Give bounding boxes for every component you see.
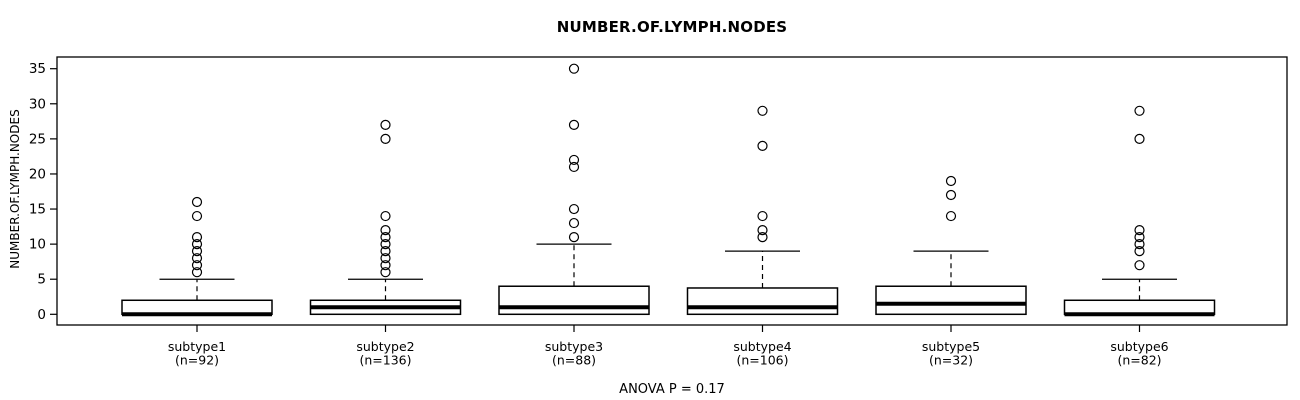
boxplot-group-subtype4: subtype4(n=106) (686, 105, 839, 368)
y-tick-label: 30 (29, 96, 46, 112)
outlier-point (1134, 224, 1145, 236)
outlier-point (380, 253, 391, 264)
boxplot-group-subtype5: subtype5(n=32) (875, 175, 1027, 368)
outlier-point (945, 175, 957, 187)
outlier-point (1134, 239, 1145, 250)
outlier-point (380, 267, 391, 278)
chart-title: NUMBER.OF.LYMPH.NODES (556, 18, 788, 36)
x-sublabel: (n=82) (1117, 353, 1161, 368)
outlier-point (945, 189, 957, 201)
outlier-point (191, 196, 203, 208)
outlier-point (568, 232, 580, 243)
outlier-point (380, 246, 391, 257)
y-tick-label: 10 (29, 237, 46, 253)
boxplot-group-subtype1: subtype1(n=92) (121, 196, 273, 368)
outlier-point (757, 105, 768, 116)
x-sublabel: (n=32) (929, 353, 973, 368)
y-tick-label: 15 (29, 202, 46, 218)
outlier-point (757, 210, 768, 222)
x-label: subtype4 (733, 339, 791, 354)
outlier-point (757, 140, 768, 151)
outlier-point (380, 260, 391, 271)
plot-frame (56, 56, 1288, 326)
outlier-point (191, 239, 203, 250)
iqr-box (686, 287, 839, 316)
outlier-point (191, 267, 203, 278)
boxplot-group-subtype3: subtype3(n=88) (498, 63, 650, 368)
outlier-point (191, 253, 203, 264)
x-sublabel: (n=106) (736, 353, 788, 368)
outlier-point (757, 232, 768, 243)
outlier-point (757, 224, 768, 236)
x-label: subtype3 (545, 339, 603, 354)
boxplot-group-subtype2: subtype2(n=136) (309, 119, 462, 368)
y-tick-label: 25 (29, 131, 46, 147)
outlier-point (1134, 133, 1145, 144)
y-tick-label: 35 (29, 61, 46, 77)
outlier-point (191, 232, 203, 243)
anova-annotation: ANOVA P = 0.17 (619, 382, 725, 397)
y-tick-label: 5 (37, 272, 46, 288)
x-label: subtype5 (922, 339, 980, 354)
outlier-point (380, 239, 391, 250)
x-sublabel: (n=92) (175, 353, 219, 368)
outlier-point (380, 210, 391, 222)
iqr-box (498, 285, 650, 316)
outlier-point (380, 119, 391, 130)
outlier-point (568, 217, 580, 229)
iqr-box (121, 299, 273, 316)
outlier-point (1134, 105, 1145, 116)
outlier-point (568, 161, 580, 173)
outlier-point (568, 154, 580, 166)
outlier-point (1134, 246, 1145, 257)
outlier-point (191, 260, 203, 271)
outlier-point (191, 246, 203, 257)
outlier-point (380, 224, 391, 236)
outlier-point (191, 210, 203, 222)
y-tick-label: 0 (37, 307, 46, 323)
outlier-point (380, 232, 391, 243)
outlier-point (380, 133, 391, 144)
outlier-point (568, 119, 580, 130)
iqr-box (1063, 299, 1216, 316)
x-label: subtype1 (168, 339, 226, 354)
x-label: subtype6 (1110, 339, 1168, 354)
outlier-point (1134, 260, 1145, 271)
outlier-point (945, 210, 957, 222)
boxplot-group-subtype6: subtype6(n=82) (1063, 105, 1216, 368)
x-label: subtype2 (356, 339, 414, 354)
y-tick-label: 20 (29, 166, 46, 182)
iqr-box (875, 285, 1027, 316)
outlier-point (568, 203, 580, 215)
x-sublabel: (n=88) (552, 353, 596, 368)
outlier-point (568, 63, 580, 74)
outlier-point (1134, 232, 1145, 243)
x-sublabel: (n=136) (359, 353, 411, 368)
